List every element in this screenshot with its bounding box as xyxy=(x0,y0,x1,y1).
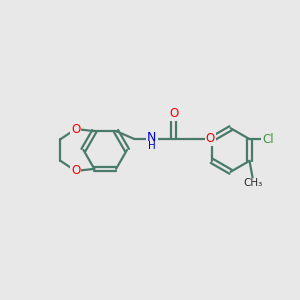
Text: O: O xyxy=(169,107,178,120)
Text: Cl: Cl xyxy=(262,133,274,146)
Text: N: N xyxy=(147,131,157,144)
Text: O: O xyxy=(71,164,80,178)
Text: O: O xyxy=(71,122,80,136)
Text: O: O xyxy=(206,132,215,145)
Text: CH₃: CH₃ xyxy=(243,178,262,188)
Text: H: H xyxy=(148,141,156,151)
